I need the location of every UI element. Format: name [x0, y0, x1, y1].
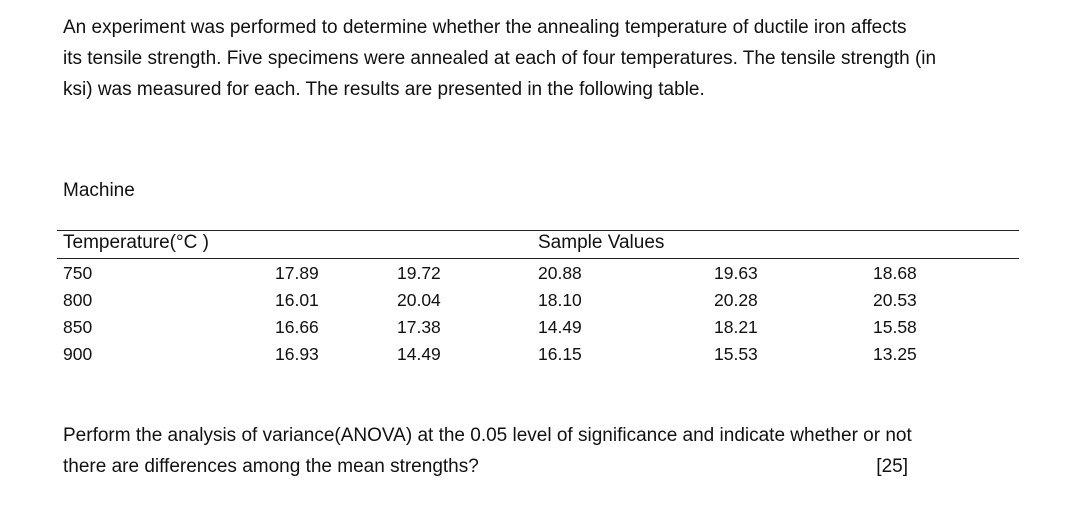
- cell-sample-2: 20.04: [397, 290, 441, 310]
- cell-sample-1: 16.01: [275, 290, 319, 310]
- cell-sample-5: 18.68: [873, 263, 917, 283]
- problem-statement: An experiment was performed to determine…: [63, 12, 1023, 105]
- cell-sample-4: 18.21: [714, 317, 758, 337]
- intro-line-2: its tensile strength. Five specimens wer…: [63, 48, 937, 69]
- question-line-1: Perform the analysis of variance(ANOVA) …: [63, 425, 912, 446]
- tensile-strength-table: Temperature(°C ) Sample Values 750 17.89…: [57, 229, 1019, 369]
- table-header-rule: [57, 258, 1019, 259]
- cell-sample-3: 14.49: [538, 317, 582, 337]
- header-sample-values: Sample Values: [538, 232, 665, 253]
- header-temperature: Temperature(°C ): [63, 232, 209, 253]
- cell-sample-3: 18.10: [538, 290, 582, 310]
- anova-question: Perform the analysis of variance(ANOVA) …: [63, 420, 1013, 482]
- cell-temperature: 750: [63, 263, 93, 283]
- cell-temperature: 850: [63, 317, 93, 337]
- cell-sample-4: 19.63: [714, 263, 758, 283]
- marks-label: [25]: [876, 456, 908, 477]
- cell-sample-5: 20.53: [873, 290, 917, 310]
- cell-temperature: 900: [63, 344, 93, 364]
- intro-line-1: An experiment was performed to determine…: [63, 17, 907, 38]
- question-line-2: there are differences among the mean str…: [63, 456, 479, 477]
- cell-sample-4: 20.28: [714, 290, 758, 310]
- cell-sample-4: 15.53: [714, 344, 758, 364]
- cell-sample-1: 16.66: [275, 317, 319, 337]
- cell-temperature: 800: [63, 290, 93, 310]
- cell-sample-2: 14.49: [397, 344, 441, 364]
- cell-sample-5: 15.58: [873, 317, 917, 337]
- cell-sample-2: 19.72: [397, 263, 441, 283]
- intro-line-3: ksi) was measured for each. The results …: [63, 79, 705, 100]
- cell-sample-3: 16.15: [538, 344, 582, 364]
- cell-sample-1: 16.93: [275, 344, 319, 364]
- question-line-2-wrapper: there are differences among the mean str…: [63, 451, 1013, 482]
- cell-sample-2: 17.38: [397, 317, 441, 337]
- cell-sample-1: 17.89: [275, 263, 319, 283]
- table-top-rule: [57, 230, 1019, 231]
- machine-label: Machine: [63, 180, 135, 201]
- cell-sample-3: 20.88: [538, 263, 582, 283]
- cell-sample-5: 13.25: [873, 344, 917, 364]
